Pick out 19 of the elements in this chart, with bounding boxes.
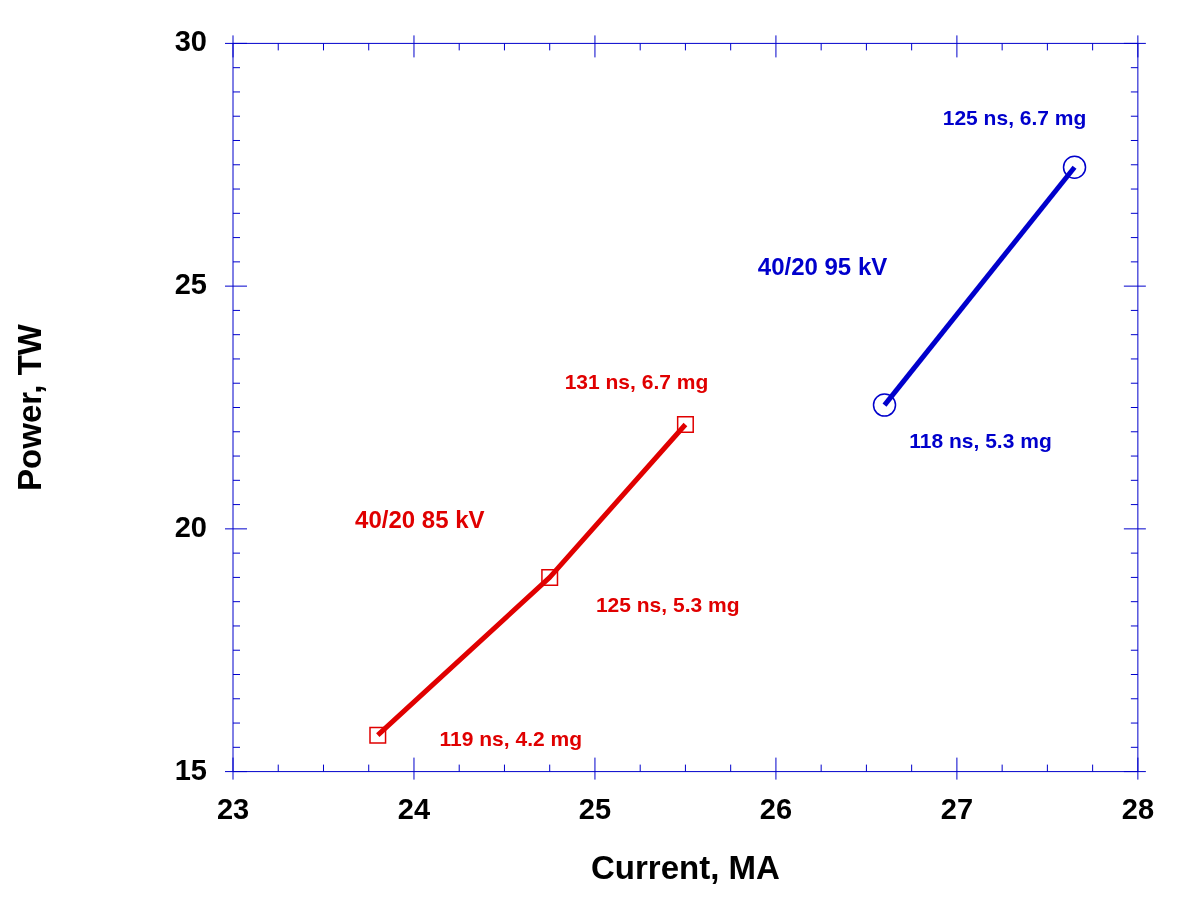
x-tick-label: 23	[216, 793, 250, 825]
x-axis-title: Current, MA	[591, 849, 780, 887]
x-tick-label: 27	[940, 793, 974, 825]
annotation: 125 ns, 5.3 mg	[595, 593, 740, 617]
x-tick-label: 24	[397, 793, 431, 825]
annotation: 119 ns, 4.2 mg	[439, 726, 582, 750]
annotation: 125 ns, 6.7 mg	[942, 105, 1087, 129]
y-tick-label: 15	[174, 753, 207, 786]
y-tick-label: 30	[174, 25, 207, 58]
y-axis-title: Power, TW	[10, 323, 48, 491]
y-tick-label: 25	[174, 268, 207, 301]
annotation: 131 ns, 6.7 mg	[564, 370, 709, 394]
x-tick-label: 28	[1121, 793, 1154, 825]
annotation: 118 ns, 5.3 mg	[909, 428, 1052, 452]
x-tick-label: 26	[759, 793, 793, 825]
x-tick-label: 25	[578, 793, 612, 825]
text: 40/20 85 kV	[355, 505, 485, 533]
y-tick-label: 20	[174, 510, 207, 543]
text: 40/20 95 kV	[757, 252, 888, 280]
